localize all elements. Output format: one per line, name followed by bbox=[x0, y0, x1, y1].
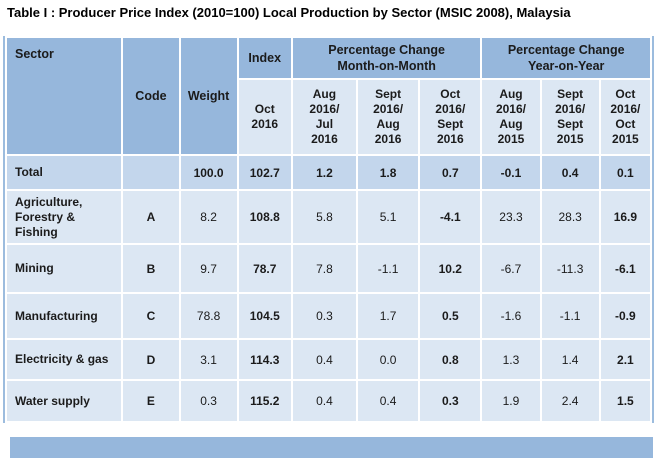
weight-cell: 9.7 bbox=[180, 245, 237, 292]
yoy-cell: -6.1 bbox=[600, 245, 650, 292]
yoy-cell: 23.3 bbox=[482, 191, 540, 243]
table-row: Electricity & gas D 3.1 114.3 0.4 0.0 0.8 1.3 1.… bbox=[7, 340, 650, 379]
index-cell: 115.2 bbox=[238, 381, 291, 421]
mom-cell: 0.4 bbox=[292, 381, 357, 421]
mom-cell: 5.8 bbox=[292, 191, 357, 243]
col-header-mom-group: Percentage Change Month-on-Month bbox=[292, 38, 481, 78]
mom-cell: 1.2 bbox=[292, 156, 357, 189]
table-row: Manufacturing C 78.8 104.5 0.3 1.7 0.5 -1.6 -1.1… bbox=[7, 294, 650, 338]
yoy-cell: 16.9 bbox=[600, 191, 650, 243]
table-footer-bar bbox=[10, 437, 653, 458]
yoy-cell: 1.5 bbox=[600, 381, 650, 421]
col-header-index: Index bbox=[238, 38, 291, 78]
header-row-periods: Oct 2016 Aug 2016/ Jul 2016 Sept 2016/ A… bbox=[7, 80, 650, 154]
sector-cell: Electricity & gas bbox=[7, 340, 122, 379]
mom-cell: 0.8 bbox=[420, 340, 481, 379]
weight-cell: 78.8 bbox=[180, 294, 237, 338]
code-cell: E bbox=[123, 381, 179, 421]
mom-cell: 0.5 bbox=[420, 294, 481, 338]
mom-cell: 0.4 bbox=[358, 381, 419, 421]
yoy-cell: 28.3 bbox=[541, 191, 599, 243]
header-row-groups: Sector Code Weight Index Percentage Chan… bbox=[7, 38, 650, 154]
table-title: Table I : Producer Price Index (2010=100… bbox=[7, 5, 571, 20]
index-cell: 104.5 bbox=[238, 294, 291, 338]
col-header-sector: Sector bbox=[7, 38, 122, 154]
col-header-mom-period-2: Sept 2016/ Aug 2016 bbox=[358, 80, 419, 154]
col-header-yoy-period-2: Sept 2016/ Sept 2015 bbox=[541, 80, 599, 154]
col-header-mom-period-3: Oct 2016/ Sept 2016 bbox=[420, 80, 481, 154]
yoy-cell: -6.7 bbox=[482, 245, 540, 292]
yoy-cell: -0.1 bbox=[482, 156, 540, 189]
table-row: Mining B 9.7 78.7 7.8 -1.1 10.2 -6.7 -11.3 -6.1 bbox=[7, 245, 650, 292]
code-cell: A bbox=[123, 191, 179, 243]
mom-cell: 0.3 bbox=[420, 381, 481, 421]
weight-cell: 0.3 bbox=[180, 381, 237, 421]
weight-cell: 8.2 bbox=[180, 191, 237, 243]
yoy-cell: 1.4 bbox=[541, 340, 599, 379]
yoy-cell: 1.3 bbox=[482, 340, 540, 379]
ppi-table: Sector Code Weight Index Percentage Chan… bbox=[3, 36, 654, 423]
yoy-cell: 0.4 bbox=[541, 156, 599, 189]
mom-cell: 1.7 bbox=[358, 294, 419, 338]
yoy-cell: -11.3 bbox=[541, 245, 599, 292]
yoy-cell: 2.1 bbox=[600, 340, 650, 379]
index-cell: 78.7 bbox=[238, 245, 291, 292]
col-header-yoy-period-3: Oct 2016/ Oct 2015 bbox=[600, 80, 650, 154]
mom-cell: 0.3 bbox=[292, 294, 357, 338]
mom-cell: 7.8 bbox=[292, 245, 357, 292]
mom-cell: 5.1 bbox=[358, 191, 419, 243]
col-header-index-period: Oct 2016 bbox=[238, 80, 291, 154]
mom-cell: 0.7 bbox=[420, 156, 481, 189]
sector-cell: Agriculture, Forestry & Fishing bbox=[7, 191, 122, 243]
yoy-cell: 0.1 bbox=[600, 156, 650, 189]
code-cell: B bbox=[123, 245, 179, 292]
weight-cell: 100.0 bbox=[180, 156, 237, 189]
mom-cell: 10.2 bbox=[420, 245, 481, 292]
yoy-cell: -1.6 bbox=[482, 294, 540, 338]
sector-cell: Manufacturing bbox=[7, 294, 122, 338]
mom-cell: 0.0 bbox=[358, 340, 419, 379]
col-header-yoy-group: Percentage Change Year-on-Year bbox=[482, 38, 650, 78]
mom-cell: 1.8 bbox=[358, 156, 419, 189]
sector-cell: Water supply bbox=[7, 381, 122, 421]
code-cell: C bbox=[123, 294, 179, 338]
index-cell: 114.3 bbox=[238, 340, 291, 379]
col-header-weight: Weight bbox=[180, 38, 237, 154]
yoy-cell: 1.9 bbox=[482, 381, 540, 421]
table-row: Agriculture, Forestry & Fishing A 8.2 108.8… bbox=[7, 191, 650, 243]
code-cell: D bbox=[123, 340, 179, 379]
col-header-yoy-period-1: Aug 2016/ Aug 2015 bbox=[482, 80, 540, 154]
index-cell: 108.8 bbox=[238, 191, 291, 243]
col-header-code: Code bbox=[123, 38, 179, 154]
yoy-cell: -1.1 bbox=[541, 294, 599, 338]
sector-cell: Mining bbox=[7, 245, 122, 292]
col-header-mom-period-1: Aug 2016/ Jul 2016 bbox=[292, 80, 357, 154]
table-body: Total 100.0 102.7 1.2 1.8 0.7 -0.1 0.4 0.1 Agricu… bbox=[7, 156, 650, 421]
mom-cell: -1.1 bbox=[358, 245, 419, 292]
index-cell: 102.7 bbox=[238, 156, 291, 189]
table-row: Total 100.0 102.7 1.2 1.8 0.7 -0.1 0.4 0.1 bbox=[7, 156, 650, 189]
code-cell bbox=[123, 156, 179, 189]
mom-cell: 0.4 bbox=[292, 340, 357, 379]
table-header: Sector Code Weight Index Percentage Chan… bbox=[7, 38, 650, 154]
sector-cell: Total bbox=[7, 156, 122, 189]
yoy-cell: 2.4 bbox=[541, 381, 599, 421]
yoy-cell: -0.9 bbox=[600, 294, 650, 338]
mom-cell: -4.1 bbox=[420, 191, 481, 243]
weight-cell: 3.1 bbox=[180, 340, 237, 379]
table-row: Water supply E 0.3 115.2 0.4 0.4 0.3 1.9 2.4 1.5 bbox=[7, 381, 650, 421]
